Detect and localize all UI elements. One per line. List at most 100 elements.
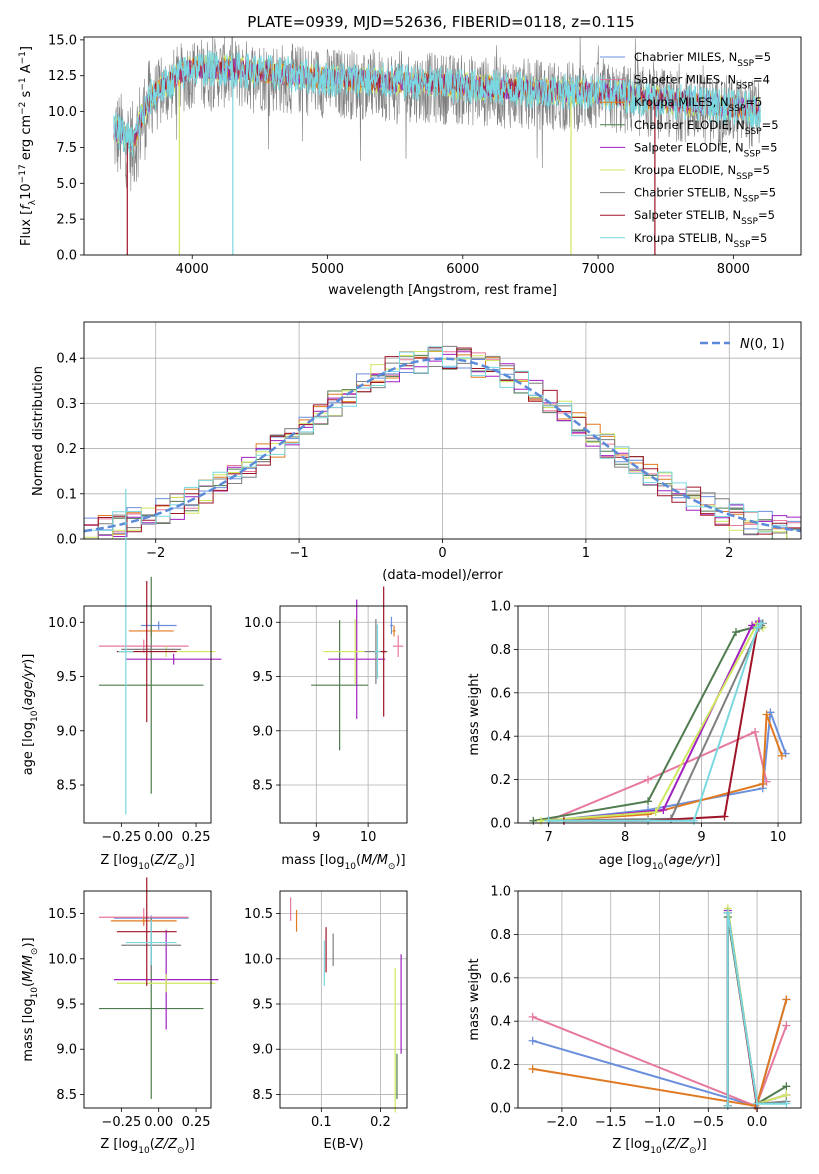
plus-marker <box>659 805 668 814</box>
x-tick-label: 0.1 <box>311 1115 332 1130</box>
x-tick-label: 0.25 <box>182 830 211 845</box>
errorbar-point <box>116 877 177 986</box>
y-tick-label: 0.6 <box>490 971 511 986</box>
y-tick-label: 2.5 <box>56 213 77 228</box>
legend-entry: Salpeter MILES, NSSP=4 <box>634 73 770 92</box>
y-axis-label: mass [log10(M/M⊙)] <box>21 937 40 1061</box>
y-tick-label: 10.0 <box>244 952 273 967</box>
y-tick-label: 9.0 <box>56 1043 77 1058</box>
series-line <box>563 627 759 822</box>
y-axis-label: Flux [fλ10−17 erg cm−2 s−1 A−1] <box>18 46 38 246</box>
y-tick-label: 15.0 <box>48 33 77 48</box>
massweight_vs_Z-axes <box>518 890 801 1109</box>
y-tick-label: 0.4 <box>490 1015 511 1030</box>
mass_vs_EBV-axes <box>280 891 407 1108</box>
x-tick-label: −0.5 <box>693 1115 725 1130</box>
x-tick-label: −2.0 <box>546 1115 578 1130</box>
mass_vs_Z-plot <box>98 877 219 1099</box>
y-tick-label: 0.8 <box>490 643 511 658</box>
y-tick-label: 0.1 <box>56 487 77 502</box>
residuals-frame: −2 −1 0 1 2 0.0 0.1 0.2 0.3 0.4 N(0, 1) (data-model… <box>31 321 802 583</box>
plus-marker <box>536 816 545 825</box>
residuals-plot <box>84 345 801 539</box>
x-tick-label: 6000 <box>446 262 479 277</box>
x-tick-label: 8 <box>621 830 629 845</box>
y-tick-label: 5.0 <box>56 177 77 192</box>
errorbar-point <box>374 624 381 679</box>
y-tick-label: 10.0 <box>48 616 77 631</box>
age_vs_Z-frame: −0.25 0.00 0.25 8.5 9.0 9.5 10.0 Z [log10(Z/Z⊙)… <box>21 605 212 872</box>
legend-entry: Kroupa STELIB, NSSP=5 <box>634 231 767 250</box>
x-tick-label: 1 <box>582 546 590 561</box>
x-tick-label: 0.0 <box>747 1115 768 1130</box>
x-axis-label: Z [log10(Z/Z⊙)] <box>100 1137 194 1156</box>
spectrum-title: PLATE=0939, MJD=52636, FIBERID=0118, z=0… <box>247 13 634 31</box>
x-axis-label: wavelength [Angstrom, rest frame] <box>328 283 557 298</box>
plus-marker <box>723 1101 732 1110</box>
errorbar-point <box>311 620 369 751</box>
x-tick-label: 4000 <box>176 262 209 277</box>
plus-marker <box>528 1036 537 1045</box>
y-axis-label: mass weight <box>467 673 482 755</box>
massweight_vs_age-axes <box>518 605 801 824</box>
plus-marker <box>753 623 762 632</box>
y-axis-label: age [log10(age/yr)] <box>21 654 40 776</box>
y-tick-label: 0.6 <box>490 686 511 701</box>
x-axis-label: E(B-V) <box>323 1137 363 1152</box>
massweight_vs_Z-frame: −2.0 −1.5 −1.0 −0.5 0.0 0.0 0.2 0.4 0.6 0.8 1.0 Z [… <box>467 885 802 1156</box>
spectrum-plot <box>113 37 761 255</box>
plus-marker <box>529 816 538 825</box>
series-line <box>533 624 762 822</box>
spectrum-legend: Chabrier MILES, NSSP=5 Salpeter MILES, NS… <box>600 50 779 250</box>
y-axis-label: mass weight <box>467 958 482 1040</box>
x-tick-label: 0.25 <box>182 1115 211 1130</box>
plus-marker <box>731 628 740 637</box>
plot-frame <box>83 605 212 824</box>
x-axis-label: Z [log10(Z/Z⊙)] <box>612 1137 706 1156</box>
y-tick-label: 0.3 <box>56 397 77 412</box>
legend-entry: Salpeter STELIB, NSSP=5 <box>634 208 775 227</box>
y-tick-label: 0.0 <box>490 817 511 832</box>
plot-frame <box>83 36 802 256</box>
plus-marker <box>748 621 757 630</box>
y-tick-label: 9.5 <box>56 998 77 1013</box>
legend-entry: Kroupa ELODIE, NSSP=5 <box>634 163 770 182</box>
x-tick-label: 9 <box>312 830 320 845</box>
x-tick-label: 0 <box>438 546 446 561</box>
x-tick-label: −1.5 <box>595 1115 627 1130</box>
y-tick-label: 10.5 <box>244 907 273 922</box>
errorbar-point <box>328 599 386 719</box>
y-tick-label: 0.2 <box>56 442 77 457</box>
x-axis-label: age [log10(age/yr)] <box>599 853 721 872</box>
x-tick-label: 2 <box>725 546 733 561</box>
y-tick-label: 0.4 <box>56 352 77 367</box>
plus-marker <box>723 908 732 917</box>
plus-marker <box>753 1099 762 1108</box>
y-tick-label: 0.0 <box>56 249 77 264</box>
errorbar-point <box>98 639 189 653</box>
plus-marker <box>528 1064 537 1073</box>
legend-entry: Salpeter ELODIE, NSSP=5 <box>634 140 777 159</box>
plus-marker <box>751 727 760 736</box>
y-tick-label: 9.0 <box>252 1043 273 1058</box>
y-tick-label: 0.2 <box>490 773 511 788</box>
age_vs_mass-axes <box>280 606 407 823</box>
x-axis-label: Z [log10(Z/Z⊙)] <box>100 853 194 872</box>
mass_vs_EBV-frame: 0.1 0.2 8.5 9.0 9.5 10.0 10.5 E(B-V) <box>244 890 408 1152</box>
x-tick-label: 7 <box>544 830 552 845</box>
plus-marker <box>528 1012 537 1021</box>
y-tick-label: 12.5 <box>48 69 77 84</box>
x-tick-label: −0.25 <box>101 1115 141 1130</box>
y-tick-label: 7.5 <box>56 141 77 156</box>
y-tick-label: 9.5 <box>252 998 273 1013</box>
x-tick-label: 0.00 <box>144 830 173 845</box>
massweight_vs_age-frame: 7 8 9 10 0.0 0.2 0.4 0.6 0.8 1.0 age [log10(age/yr… <box>467 600 802 872</box>
plus-marker <box>782 995 791 1004</box>
gaussian-curve <box>84 357 801 533</box>
errorbar-point <box>116 974 216 993</box>
plot-frame <box>279 890 408 1109</box>
series-line <box>548 730 768 822</box>
y-tick-label: 10.5 <box>48 907 77 922</box>
y-tick-label: 10.0 <box>48 952 77 967</box>
